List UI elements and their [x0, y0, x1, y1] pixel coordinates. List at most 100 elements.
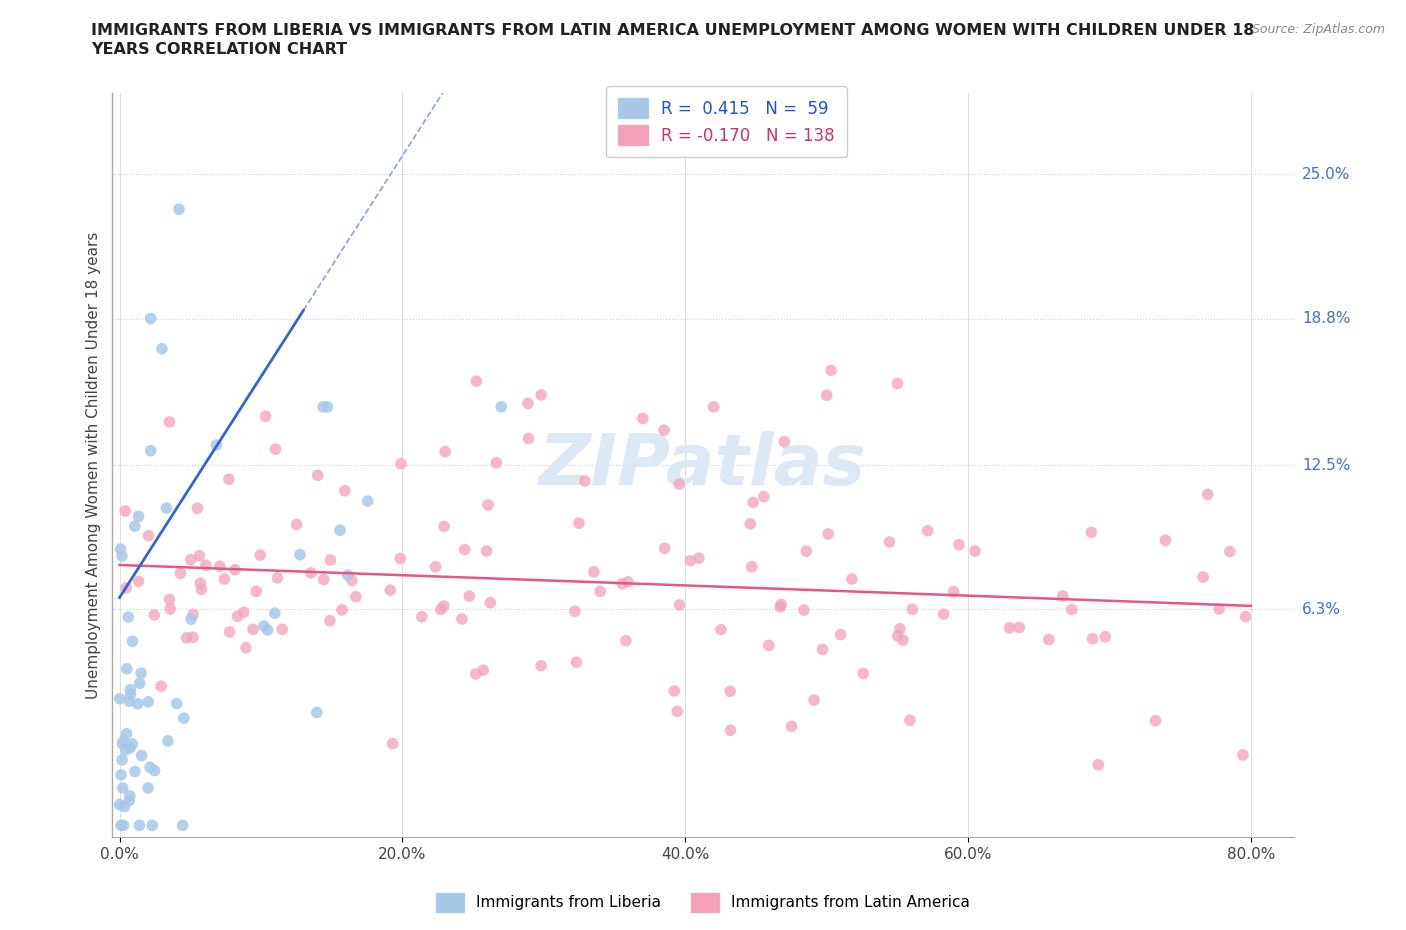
Point — [150, 679, 173, 694]
Point — [666, 704, 689, 719]
Point — [139, 311, 162, 326]
Point — [568, 516, 591, 531]
Point — [128, 509, 150, 524]
Point — [181, 630, 204, 644]
Point — [1144, 713, 1167, 728]
Legend: Immigrants from Liberia, Immigrants from Latin America: Immigrants from Liberia, Immigrants from… — [430, 887, 976, 918]
Point — [190, 582, 212, 597]
Point — [668, 597, 690, 612]
Point — [631, 411, 654, 426]
Text: Source: ZipAtlas.com: Source: ZipAtlas.com — [1251, 23, 1385, 36]
Point — [886, 377, 908, 392]
Point — [664, 684, 686, 698]
Point — [128, 676, 150, 691]
Point — [454, 542, 477, 557]
Point — [254, 409, 277, 424]
Point — [249, 548, 271, 563]
Point — [218, 472, 240, 486]
Point — [489, 400, 512, 415]
Point — [344, 590, 367, 604]
Point — [652, 422, 675, 438]
Point — [167, 202, 190, 217]
Point — [131, 748, 153, 763]
Point — [1094, 630, 1116, 644]
Point — [411, 609, 433, 624]
Point — [340, 573, 363, 588]
Point — [565, 655, 588, 670]
Point — [998, 620, 1021, 635]
Point — [307, 468, 329, 483]
Point — [433, 519, 456, 534]
Point — [205, 438, 228, 453]
Point — [108, 691, 131, 706]
Point — [932, 606, 955, 621]
Text: 18.8%: 18.8% — [1302, 311, 1350, 326]
Point — [380, 583, 402, 598]
Point — [285, 517, 308, 532]
Point — [264, 442, 287, 457]
Point — [901, 602, 924, 617]
Point — [329, 523, 352, 538]
Point — [111, 780, 134, 795]
Point — [917, 524, 939, 538]
Point — [138, 528, 160, 543]
Point — [517, 431, 540, 445]
Point — [811, 642, 834, 657]
Point — [485, 456, 508, 471]
Point — [120, 686, 142, 701]
Point — [312, 572, 335, 587]
Point — [841, 572, 863, 587]
Point — [1038, 632, 1060, 647]
Point — [136, 780, 159, 795]
Point — [319, 613, 342, 628]
Point — [124, 519, 146, 534]
Point — [688, 551, 710, 565]
Point — [820, 363, 842, 378]
Point — [741, 559, 763, 574]
Point — [389, 551, 412, 565]
Point — [218, 624, 240, 639]
Point — [948, 538, 970, 552]
Point — [157, 415, 180, 430]
Point — [245, 584, 267, 599]
Point — [128, 818, 150, 833]
Point — [817, 526, 839, 541]
Point — [180, 612, 202, 627]
Point — [517, 396, 540, 411]
Point — [742, 495, 765, 510]
Point — [129, 666, 152, 681]
Point — [450, 612, 472, 627]
Point — [1232, 748, 1254, 763]
Point — [186, 501, 208, 516]
Point — [288, 547, 311, 562]
Y-axis label: Unemployment Among Women with Children Under 18 years: Unemployment Among Women with Children U… — [86, 232, 101, 698]
Point — [740, 516, 762, 531]
Point — [110, 767, 132, 782]
Point — [472, 663, 495, 678]
Point — [942, 584, 965, 599]
Text: 12.5%: 12.5% — [1302, 458, 1350, 472]
Point — [770, 597, 793, 612]
Point — [143, 764, 166, 778]
Point — [224, 563, 246, 578]
Point — [381, 737, 404, 751]
Point — [110, 541, 132, 556]
Point — [433, 599, 456, 614]
Point — [115, 661, 138, 676]
Point — [181, 607, 204, 622]
Point — [1060, 602, 1083, 617]
Point — [111, 752, 134, 767]
Point — [793, 603, 815, 618]
Point — [112, 799, 135, 814]
Point — [425, 559, 447, 574]
Point — [159, 592, 181, 607]
Point — [299, 565, 322, 580]
Point — [188, 549, 211, 564]
Point — [530, 658, 553, 673]
Point — [679, 553, 702, 568]
Point — [112, 818, 135, 833]
Point — [718, 684, 741, 698]
Point — [780, 719, 803, 734]
Point — [429, 602, 451, 617]
Point — [1192, 569, 1215, 584]
